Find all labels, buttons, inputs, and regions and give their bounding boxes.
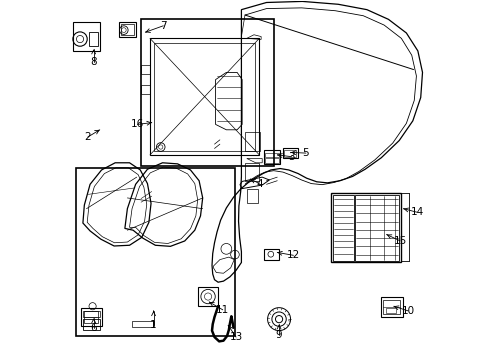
- Bar: [245, 132, 260, 151]
- Text: 13: 13: [229, 332, 243, 342]
- Bar: [264, 150, 280, 164]
- Bar: [83, 311, 100, 317]
- Bar: [264, 249, 279, 260]
- Bar: [197, 287, 219, 306]
- Text: 7: 7: [160, 21, 167, 31]
- Bar: [141, 19, 274, 166]
- Bar: [83, 319, 100, 330]
- Bar: [284, 150, 296, 157]
- Text: 12: 12: [287, 250, 300, 260]
- Text: 6: 6: [90, 323, 97, 333]
- Bar: [89, 32, 98, 46]
- Text: 8: 8: [90, 57, 97, 67]
- Text: 9: 9: [276, 330, 282, 340]
- Bar: [283, 148, 298, 158]
- Text: 15: 15: [393, 236, 407, 246]
- Bar: [141, 65, 150, 74]
- Bar: [245, 163, 259, 181]
- Text: 3: 3: [288, 152, 295, 162]
- Text: 14: 14: [411, 207, 424, 217]
- Bar: [381, 297, 403, 317]
- Text: 4: 4: [256, 179, 263, 189]
- Text: 2: 2: [85, 132, 91, 142]
- Bar: [81, 309, 101, 326]
- Bar: [84, 311, 98, 323]
- Text: 11: 11: [216, 305, 229, 315]
- Bar: [355, 195, 399, 261]
- Text: 10: 10: [402, 306, 415, 316]
- Bar: [247, 189, 258, 203]
- Bar: [265, 158, 279, 163]
- Bar: [73, 22, 100, 51]
- Bar: [333, 195, 354, 261]
- Bar: [383, 300, 400, 314]
- Bar: [132, 320, 153, 327]
- Text: 1: 1: [150, 320, 157, 330]
- Bar: [331, 193, 401, 262]
- Bar: [265, 153, 279, 157]
- Text: 5: 5: [303, 148, 309, 158]
- Text: 16: 16: [131, 120, 144, 129]
- Bar: [76, 168, 235, 336]
- Bar: [141, 85, 150, 94]
